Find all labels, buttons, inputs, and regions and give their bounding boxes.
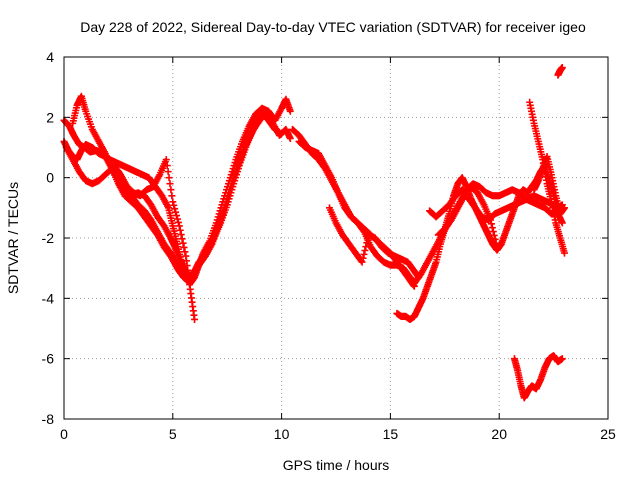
data-point-marker [171,205,179,213]
x-tick-label: 0 [60,426,68,442]
series-track-14 [554,64,566,79]
data-point-marker [487,220,495,228]
data-point-marker [359,254,367,262]
series-track-11 [434,183,501,251]
data-point-marker [363,239,371,247]
data-point-marker [165,174,173,182]
data-point-marker [360,250,368,258]
data-point-marker [286,134,294,142]
data-point-marker [558,219,566,227]
data-point-marker [179,239,187,247]
series-track-5 [104,156,199,323]
x-tick-label: 15 [383,426,399,442]
y-tick-label: 4 [46,49,54,65]
x-axis-label: GPS time / hours [283,457,390,473]
data-point-marker [490,231,498,239]
data-point-marker [488,224,496,232]
data-point-marker [177,231,185,239]
data-point-marker [489,228,497,236]
data-point-marker [558,64,566,72]
data-layer [60,64,568,402]
series-track-8 [325,204,423,281]
x-tick-label: 10 [274,426,290,442]
data-point-marker [172,208,180,216]
data-point-marker [362,243,370,251]
data-point-marker [168,192,176,200]
data-point-marker [166,180,174,188]
y-tick-label: -6 [42,351,55,367]
data-point-marker [173,215,181,223]
x-tick-label: 25 [600,426,616,442]
data-point-marker [486,216,494,224]
x-tick-label: 5 [169,426,177,442]
data-point-marker [558,355,566,363]
data-point-marker [358,258,366,266]
data-point-marker [361,246,369,254]
x-tick-label: 20 [491,426,507,442]
data-point-marker [286,107,294,115]
data-point-marker [163,162,171,170]
series-track-7 [295,137,566,287]
chart-title: Day 228 of 2022, Sidereal Day-to-day VTE… [80,19,586,35]
data-point-marker [175,222,183,230]
data-point-marker [493,243,501,251]
y-tick-label: -2 [42,230,55,246]
data-point-marker [169,198,177,206]
data-point-marker [162,156,170,164]
y-tick-label: 0 [46,170,54,186]
data-point-marker [560,249,568,257]
data-point-marker [492,239,500,247]
data-point-marker [191,315,199,323]
y-tick-label: -4 [42,290,55,306]
data-point-marker [181,248,189,256]
data-point-marker [167,186,175,194]
data-point-marker [173,212,181,220]
data-point-marker [164,168,172,176]
y-tick-label: 2 [46,109,54,125]
data-point-marker [180,243,188,251]
data-point-marker [176,226,184,234]
data-point-marker [170,201,178,209]
series-track-13 [530,153,568,218]
ticks: 0 5 10 15 20 25 -8 -6 -4 -2 0 2 4 [42,49,616,442]
data-point-marker [415,273,423,281]
series-track-15 [510,352,566,402]
data-point-marker [174,218,182,226]
data-point-marker [178,235,186,243]
data-point-marker [560,204,568,212]
y-axis-label: SDTVAR / TECUs [5,182,21,294]
data-point-marker [491,235,499,243]
grid [64,57,608,419]
y-tick-label: -8 [42,411,55,427]
